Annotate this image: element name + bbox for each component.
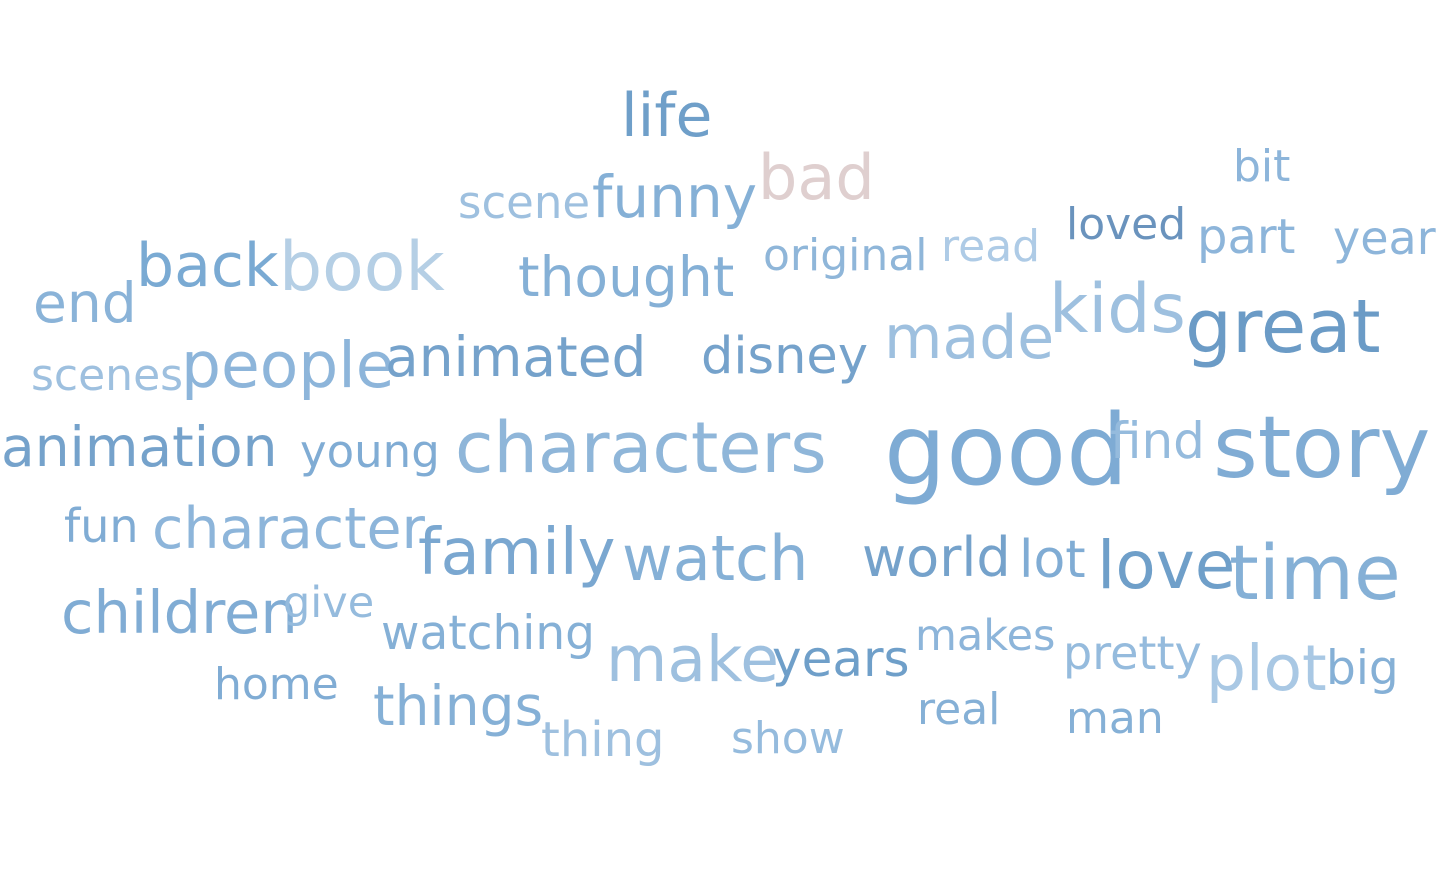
word-back: back <box>136 231 279 301</box>
word-character: character <box>152 496 425 562</box>
word-good: good <box>884 394 1129 508</box>
word-funny: funny <box>592 163 758 231</box>
word-loved: loved <box>1066 199 1187 250</box>
word-plot: plot <box>1206 632 1327 705</box>
word-find: find <box>1110 412 1205 470</box>
word-love: love <box>1097 527 1236 604</box>
word-great: great <box>1185 284 1381 370</box>
word-pretty: pretty <box>1063 626 1202 680</box>
word-people: people <box>181 329 395 402</box>
word-fun: fun <box>64 499 139 553</box>
word-show: show <box>731 713 845 764</box>
word-book: book <box>279 228 445 307</box>
word-big: big <box>1326 641 1399 696</box>
word-world: world <box>862 526 1011 589</box>
word-lot: lot <box>1019 530 1086 590</box>
word-time: time <box>1229 528 1401 617</box>
word-part: part <box>1197 209 1296 265</box>
word-animated: animated <box>385 325 647 389</box>
word-read: read <box>941 221 1041 272</box>
word-kids: kids <box>1049 270 1186 349</box>
word-life: life <box>621 81 713 151</box>
word-end: end <box>33 271 137 335</box>
word-bad: bad <box>758 141 875 214</box>
word-young: young <box>300 425 440 478</box>
word-thought: thought <box>518 245 735 309</box>
word-family: family <box>418 516 616 590</box>
word-characters: characters <box>455 407 827 489</box>
word-original: original <box>763 230 928 281</box>
word-home: home <box>214 659 339 710</box>
word-watch: watch <box>622 522 809 595</box>
word-story: story <box>1213 398 1431 498</box>
word-things: things <box>373 674 544 738</box>
word-disney: disney <box>701 327 868 386</box>
word-watching: watching <box>381 606 595 661</box>
word-real: real <box>917 684 1001 735</box>
word-give: give <box>283 578 375 628</box>
word-made: made <box>884 303 1055 373</box>
word-years: years <box>772 630 910 688</box>
word-animation: animation <box>1 415 278 479</box>
word-man: man <box>1066 693 1164 744</box>
word-scenes: scenes <box>31 350 184 401</box>
word-scene: scene <box>458 176 591 229</box>
word-make: make <box>606 623 779 696</box>
word-thing: thing <box>541 712 665 768</box>
word-year: year <box>1333 211 1436 265</box>
word-children: children <box>61 578 298 647</box>
word-bit: bit <box>1233 141 1291 192</box>
word-makes: makes <box>915 611 1056 661</box>
